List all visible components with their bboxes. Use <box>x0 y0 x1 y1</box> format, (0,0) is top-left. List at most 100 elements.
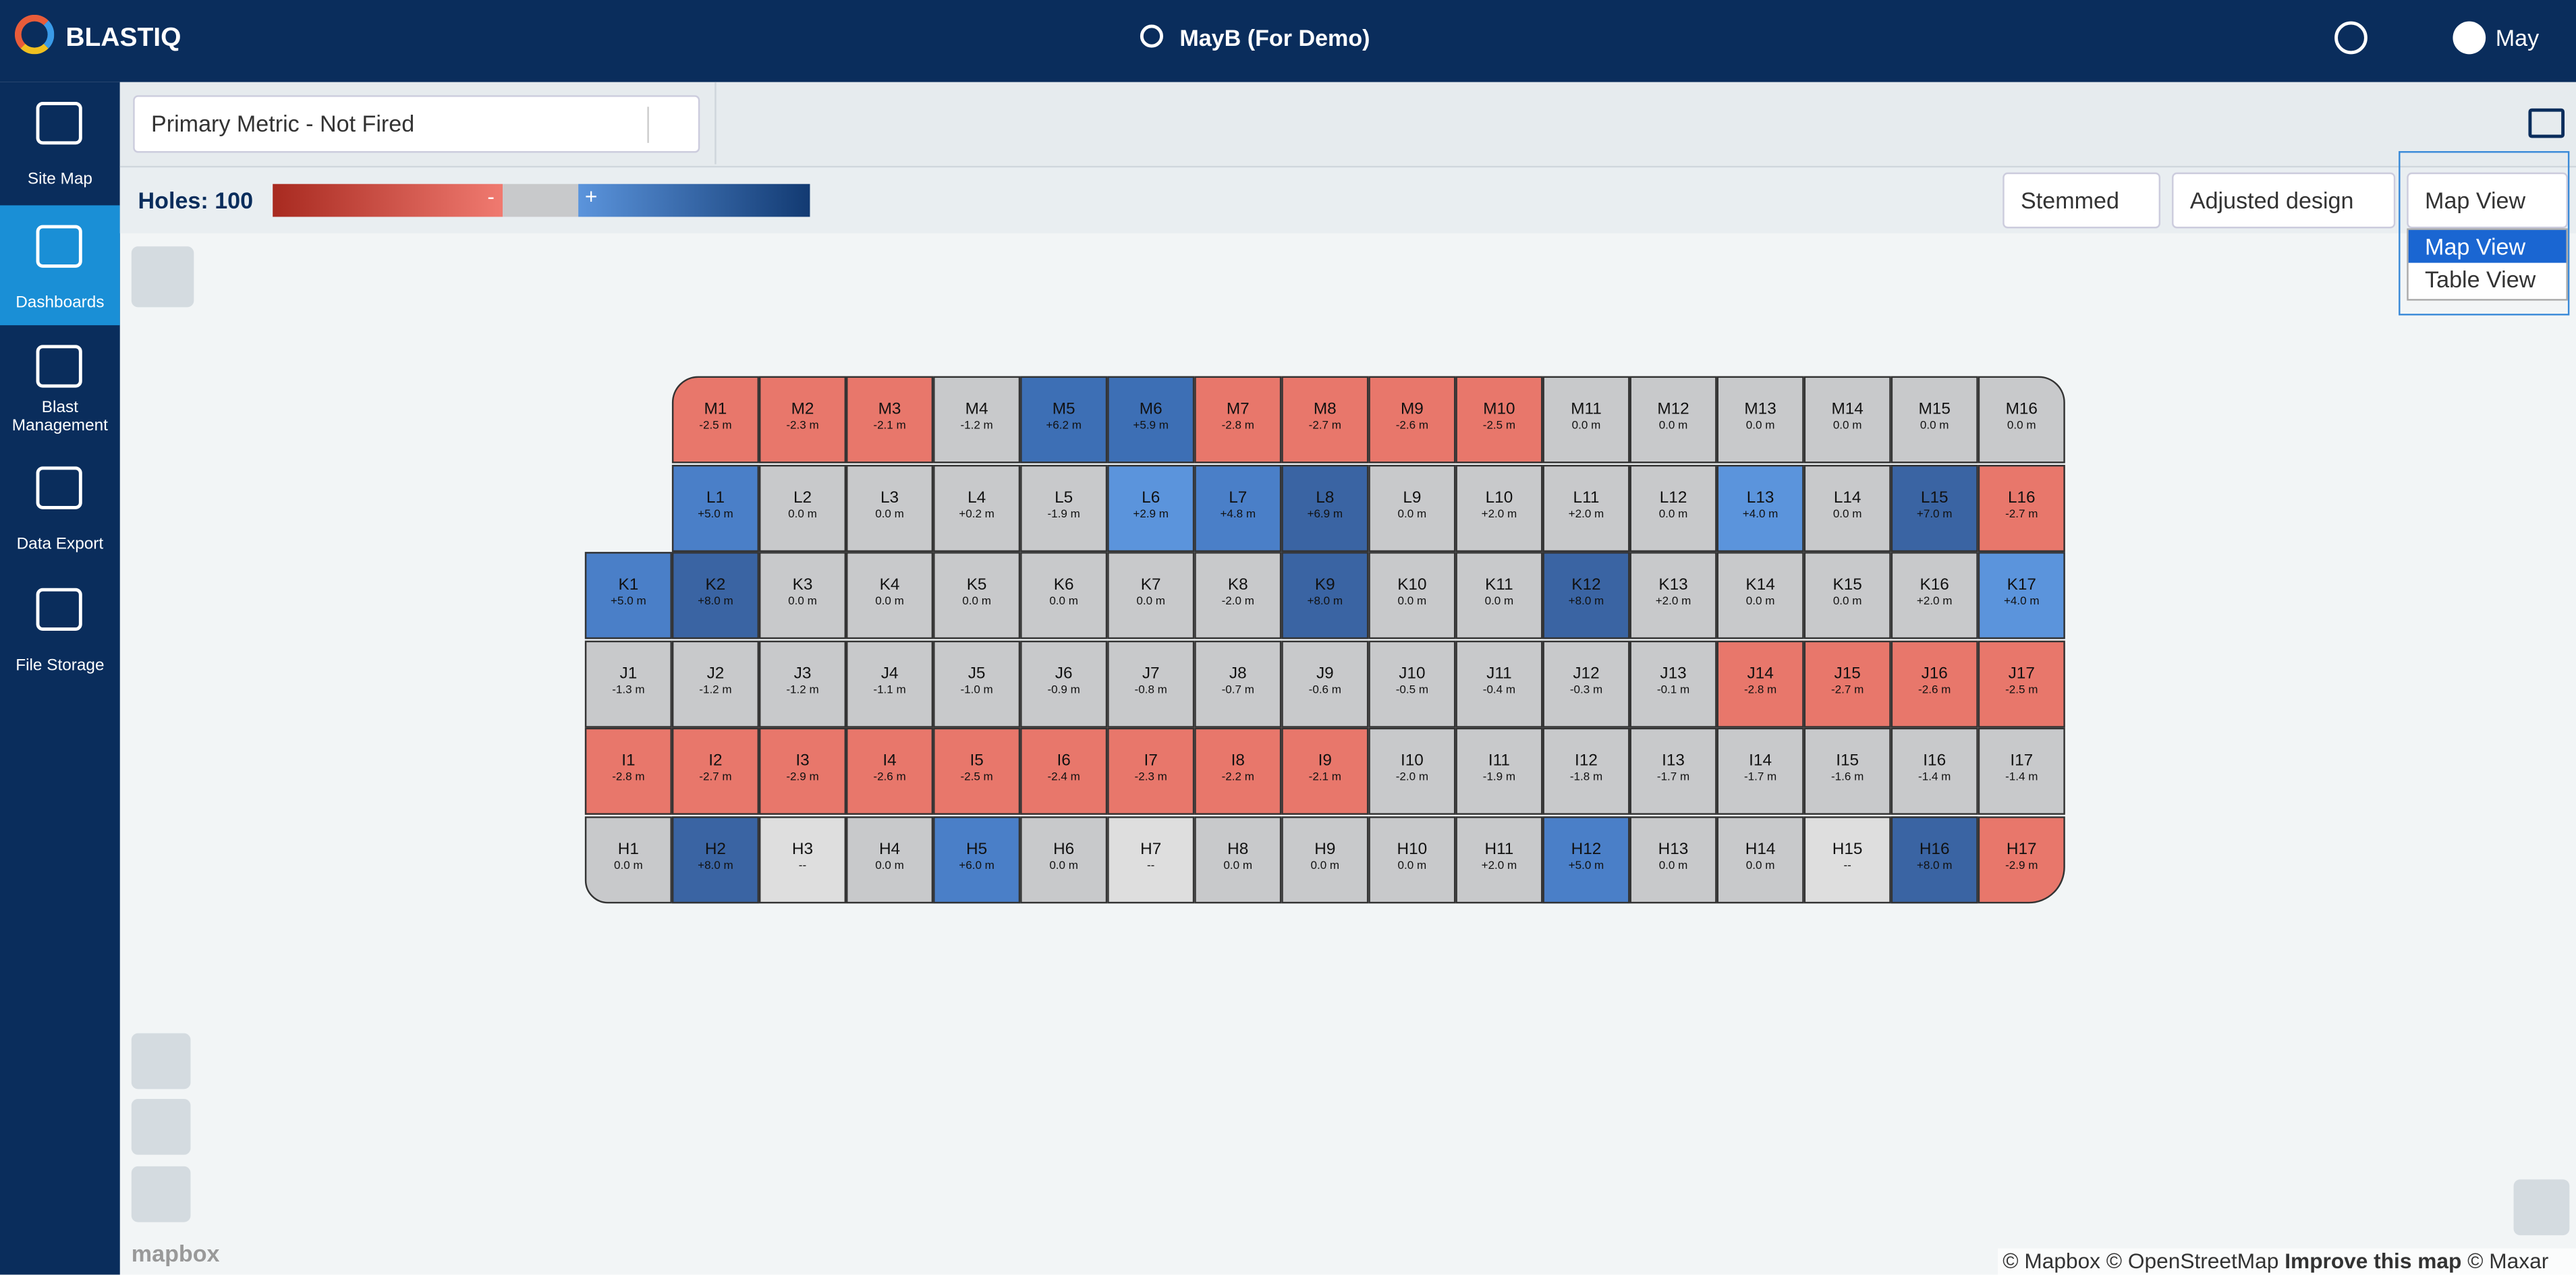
help-icon[interactable] <box>2334 21 2368 55</box>
blast-hole[interactable]: H3 -- <box>758 815 847 903</box>
select[interactable]: Adjusted design <box>2172 172 2396 229</box>
blast-hole[interactable]: K4 0.0 m <box>846 552 934 640</box>
blast-hole[interactable]: I1 -2.8 m <box>584 727 672 815</box>
blast-hole[interactable]: I16 -1.4 m <box>1891 727 1978 815</box>
site-name[interactable]: MayB (For Demo) <box>1179 24 1370 51</box>
blast-hole[interactable]: H13 0.0 m <box>1629 815 1717 903</box>
blast-hole[interactable]: L3 0.0 m <box>846 463 934 551</box>
blast-hole[interactable]: J17 -2.5 m <box>1978 640 2065 727</box>
blast-hole[interactable]: H10 0.0 m <box>1368 815 1456 903</box>
dropdown-option[interactable]: Map View <box>2408 229 2567 263</box>
blast-hole[interactable]: L6 +2.9 m <box>1107 463 1195 551</box>
blast-hole[interactable]: J11 -0.4 m <box>1455 640 1543 727</box>
blast-hole[interactable]: K3 0.0 m <box>758 552 847 640</box>
blast-hole[interactable]: J10 -0.5 m <box>1368 640 1456 727</box>
blast-hole[interactable]: I7 -2.3 m <box>1107 727 1195 815</box>
blast-hole[interactable]: K7 0.0 m <box>1107 552 1195 640</box>
blast-hole[interactable]: M6 +5.9 m <box>1107 376 1195 463</box>
blast-hole[interactable]: H15 -- <box>1803 815 1891 903</box>
blast-hole[interactable]: L15 +7.0 m <box>1891 463 1978 551</box>
blast-hole[interactable]: M15 0.0 m <box>1891 376 1978 463</box>
blast-hole[interactable]: L11 +2.0 m <box>1542 463 1630 551</box>
dropdown-option[interactable]: Table View <box>2425 266 2536 293</box>
blast-hole[interactable]: M13 0.0 m <box>1716 376 1804 463</box>
blast-hole[interactable]: H6 0.0 m <box>1020 815 1108 903</box>
blast-hole[interactable]: H8 0.0 m <box>1194 815 1282 903</box>
blast-hole[interactable]: K16 +2.0 m <box>1891 552 1978 640</box>
blast-hole[interactable]: J5 -1.0 m <box>933 640 1021 727</box>
blast-hole[interactable]: H4 0.0 m <box>846 815 934 903</box>
blast-hole[interactable]: I6 -2.4 m <box>1020 727 1108 815</box>
nav-item[interactable]: Blast Management <box>0 325 120 449</box>
blast-hole[interactable]: K11 0.0 m <box>1455 552 1543 640</box>
guide-icon[interactable] <box>2528 108 2565 138</box>
blast-hole[interactable]: L5 -1.9 m <box>1020 463 1108 551</box>
blast-hole[interactable]: K17 +4.0 m <box>1978 552 2065 640</box>
blast-hole[interactable]: I17 -1.4 m <box>1978 727 2065 815</box>
blast-hole[interactable]: I4 -2.6 m <box>846 727 934 815</box>
nav-item[interactable]: Dashboards <box>0 205 120 326</box>
measure-tool[interactable] <box>131 1033 191 1089</box>
blast-hole[interactable]: J14 -2.8 m <box>1716 640 1804 727</box>
blast-hole[interactable]: K8 -2.0 m <box>1194 552 1282 640</box>
blast-hole[interactable]: I13 -1.7 m <box>1629 727 1717 815</box>
blast-hole[interactable]: M9 -2.6 m <box>1368 376 1456 463</box>
blast-hole[interactable]: M16 0.0 m <box>1978 376 2065 463</box>
blast-hole[interactable]: L14 0.0 m <box>1803 463 1891 551</box>
blast-hole[interactable]: I5 -2.5 m <box>933 727 1021 815</box>
blast-hole[interactable]: H12 +5.0 m <box>1542 815 1630 903</box>
blast-hole[interactable]: M14 0.0 m <box>1803 376 1891 463</box>
blast-hole[interactable]: I10 -2.0 m <box>1368 727 1456 815</box>
blast-hole[interactable]: I12 -1.8 m <box>1542 727 1630 815</box>
blast-hole[interactable]: K1 +5.0 m <box>584 552 672 640</box>
blast-hole[interactable]: H17 -2.9 m <box>1978 815 2065 903</box>
select[interactable]: Stemmed <box>2003 172 2161 229</box>
blast-hole[interactable]: K2 +8.0 m <box>671 552 759 640</box>
blast-hole[interactable]: I3 -2.9 m <box>758 727 847 815</box>
blast-hole[interactable]: K13 +2.0 m <box>1629 552 1717 640</box>
blast-hole[interactable]: J4 -1.1 m <box>846 640 934 727</box>
blast-hole[interactable]: L8 +6.9 m <box>1281 463 1369 551</box>
nav-item[interactable]: File Storage <box>0 569 120 689</box>
blast-hole[interactable]: J16 -2.6 m <box>1891 640 1978 727</box>
metric-select[interactable]: Primary Metric - Not Fired <box>133 95 700 153</box>
blast-hole[interactable]: L12 0.0 m <box>1629 463 1717 551</box>
blast-hole[interactable]: H1 0.0 m <box>584 815 672 903</box>
blast-hole[interactable]: M3 -2.1 m <box>846 376 934 463</box>
blast-hole[interactable]: M11 0.0 m <box>1542 376 1630 463</box>
blast-hole[interactable]: J15 -2.7 m <box>1803 640 1891 727</box>
blast-hole[interactable]: J6 -0.9 m <box>1020 640 1108 727</box>
blast-hole[interactable]: M12 0.0 m <box>1629 376 1717 463</box>
blast-hole[interactable]: M4 -1.2 m <box>933 376 1021 463</box>
select[interactable]: Map View <box>2407 172 2568 229</box>
blast-hole[interactable]: J9 -0.6 m <box>1281 640 1369 727</box>
blast-hole[interactable]: H16 +8.0 m <box>1891 815 1978 903</box>
mapbox-logo[interactable]: mapbox <box>131 1240 220 1267</box>
blast-hole[interactable]: H14 0.0 m <box>1716 815 1804 903</box>
nav-item[interactable]: Data Export <box>0 447 120 567</box>
blast-hole[interactable]: K5 0.0 m <box>933 552 1021 640</box>
blast-hole[interactable]: H7 -- <box>1107 815 1195 903</box>
blast-hole[interactable]: J13 -0.1 m <box>1629 640 1717 727</box>
blast-hole[interactable]: L9 0.0 m <box>1368 463 1456 551</box>
blast-hole[interactable]: H2 +8.0 m <box>671 815 759 903</box>
blast-hole[interactable]: H11 +2.0 m <box>1455 815 1543 903</box>
blast-hole[interactable]: L7 +4.8 m <box>1194 463 1282 551</box>
blast-hole[interactable]: L2 0.0 m <box>758 463 847 551</box>
blast-hole[interactable]: I8 -2.2 m <box>1194 727 1282 815</box>
blast-hole[interactable]: M2 -2.3 m <box>758 376 847 463</box>
blast-hole[interactable]: J8 -0.7 m <box>1194 640 1282 727</box>
blast-hole[interactable]: J2 -1.2 m <box>671 640 759 727</box>
blast-hole[interactable]: I15 -1.6 m <box>1803 727 1891 815</box>
blast-hole[interactable]: J7 -0.8 m <box>1107 640 1195 727</box>
blast-hole[interactable]: K6 0.0 m <box>1020 552 1108 640</box>
map-tool[interactable] <box>131 246 194 308</box>
blast-hole[interactable]: L1 +5.0 m <box>671 463 759 551</box>
blast-hole[interactable]: K10 0.0 m <box>1368 552 1456 640</box>
blast-hole[interactable]: I11 -1.9 m <box>1455 727 1543 815</box>
improve-link[interactable]: Improve this map <box>2285 1248 2462 1274</box>
blast-hole[interactable]: I2 -2.7 m <box>671 727 759 815</box>
user-icon[interactable] <box>2453 21 2486 55</box>
logo[interactable]: BLASTIQ <box>65 24 181 53</box>
blast-hole[interactable]: M1 -2.5 m <box>671 376 759 463</box>
